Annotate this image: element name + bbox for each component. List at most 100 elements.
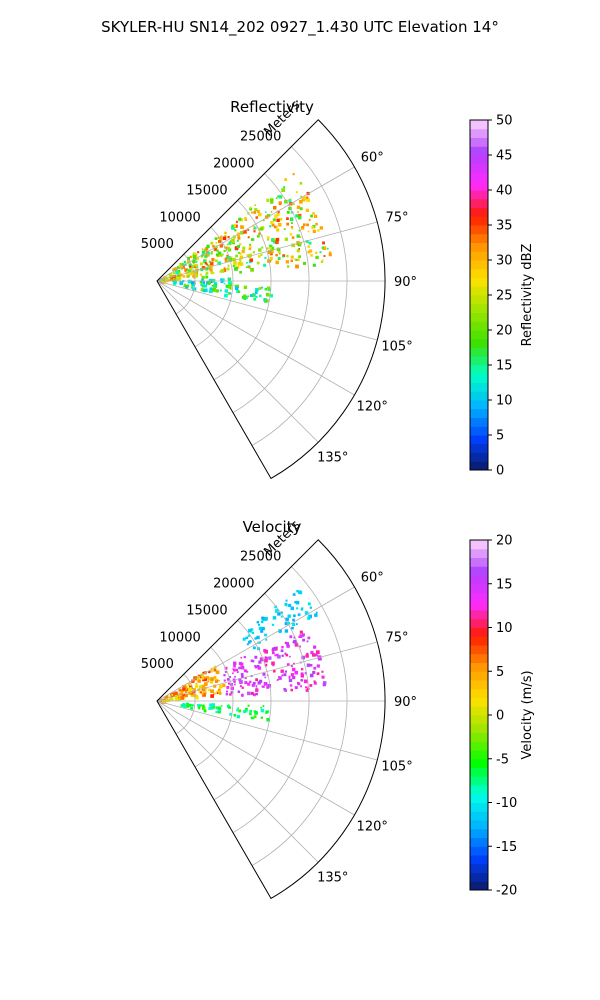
- range-ring: [232, 593, 310, 833]
- echo-cell: [226, 267, 230, 271]
- echo-cell: [214, 692, 216, 695]
- echo-cell: [267, 239, 269, 241]
- azimuth-tick-label: 60°: [361, 571, 384, 586]
- echo-cell: [299, 591, 303, 595]
- azimuth-spoke: [156, 700, 378, 761]
- echo-cell: [309, 684, 313, 687]
- azimuth-tick-label: 135°: [317, 451, 348, 466]
- echo-cell: [202, 289, 205, 293]
- echo-cell: [254, 665, 258, 669]
- colorbar-tick-label: 10: [496, 394, 513, 409]
- echo-cell: [269, 256, 273, 260]
- echo-cell: [212, 245, 215, 248]
- echo-cell: [315, 251, 318, 254]
- echo-cell: [253, 646, 256, 650]
- echo-cell: [234, 683, 236, 686]
- colorbar-segment: [470, 802, 488, 812]
- echo-layer: [159, 590, 327, 722]
- echo-cell: [201, 706, 206, 710]
- echo-cell: [219, 684, 223, 689]
- echo-cell: [256, 209, 260, 213]
- echo-cell: [266, 236, 270, 239]
- echo-cell: [221, 278, 225, 282]
- echo-cell: [261, 627, 265, 631]
- echo-cell: [211, 703, 215, 707]
- echo-cell: [266, 198, 270, 202]
- echo-cell: [220, 278, 223, 281]
- echo-cell: [220, 705, 223, 707]
- echo-cell: [233, 263, 237, 267]
- echo-cell: [215, 289, 219, 293]
- echo-cell: [299, 242, 302, 245]
- echo-cell: [310, 651, 314, 655]
- echo-cell: [246, 262, 248, 264]
- echo-cell: [255, 688, 259, 692]
- echo-cell: [239, 685, 242, 688]
- echo-cell: [174, 697, 179, 701]
- echo-cell: [301, 226, 304, 228]
- echo-cell: [226, 243, 229, 246]
- echo-cell: [258, 626, 263, 631]
- echo-cell: [252, 681, 256, 685]
- echo-cell: [309, 664, 313, 667]
- echo-cell: [178, 265, 182, 268]
- echo-cell: [288, 206, 292, 211]
- echo-cell: [186, 274, 189, 278]
- azimuth-spoke: [156, 280, 355, 396]
- echo-cell: [299, 200, 303, 204]
- colorbar-segment: [470, 758, 488, 768]
- colorbar-segment: [470, 225, 488, 235]
- azimuth-tick-label: 120°: [357, 399, 388, 414]
- echo-cell: [234, 246, 239, 250]
- echo-cell: [250, 268, 254, 272]
- colorbar-segment: [470, 277, 488, 287]
- echo-cell: [269, 246, 272, 250]
- echo-cell: [210, 251, 214, 254]
- echo-cell: [210, 677, 214, 681]
- echo-cell: [247, 682, 251, 686]
- colorbar-segment: [470, 233, 488, 243]
- echo-cell: [237, 261, 242, 266]
- echo-cell: [209, 268, 213, 272]
- echo-cell: [225, 246, 229, 250]
- echo-cell: [240, 666, 243, 670]
- echo-cell: [270, 210, 273, 213]
- colorbar-segment: [470, 723, 488, 733]
- echo-cell: [201, 677, 205, 680]
- colorbar-segment: [470, 461, 488, 471]
- echo-cell: [305, 240, 309, 243]
- echo-cell: [226, 686, 230, 689]
- echo-cell: [319, 251, 322, 254]
- echo-cell: [289, 635, 293, 639]
- echo-cell: [272, 647, 276, 651]
- echo-cell: [263, 263, 267, 267]
- echo-cell: [184, 694, 188, 698]
- echo-cell: [261, 616, 265, 620]
- echo-cell: [224, 293, 228, 298]
- echo-cell: [217, 237, 220, 239]
- colorbar-segment: [470, 575, 488, 585]
- echo-cell: [174, 267, 178, 270]
- echo-cell: [187, 256, 190, 260]
- echo-cell: [224, 671, 227, 673]
- echo-cell: [180, 274, 183, 277]
- echo-cell: [258, 641, 261, 644]
- echo-cell: [279, 217, 283, 221]
- echo-cell: [252, 293, 256, 297]
- colorbar-tick-label: 25: [496, 289, 513, 304]
- echo-cell: [243, 669, 247, 673]
- echo-cell: [271, 661, 275, 666]
- colorbar-segment: [470, 172, 488, 182]
- echo-cell: [233, 664, 236, 668]
- echo-cell: [189, 267, 193, 270]
- echo-cell: [254, 655, 258, 659]
- echo-cell: [292, 622, 296, 626]
- echo-cell: [299, 630, 303, 634]
- echo-cell: [237, 290, 241, 293]
- echo-cell: [215, 706, 219, 710]
- echo-cell: [278, 629, 282, 633]
- echo-cell: [300, 195, 302, 198]
- echo-cell: [258, 287, 262, 290]
- colorbar-segment: [470, 452, 488, 462]
- echo-cell: [285, 653, 289, 657]
